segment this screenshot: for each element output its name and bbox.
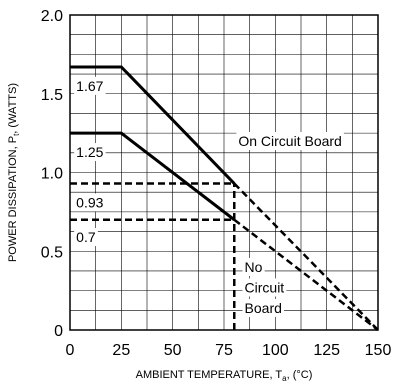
annotation-background xyxy=(74,193,106,212)
series-layer xyxy=(70,65,379,331)
y-tick-label: 2.0 xyxy=(41,8,63,25)
y-tick-label: 0 xyxy=(54,323,63,340)
annotation-label: On Circuit Board xyxy=(238,133,341,149)
annotation-background xyxy=(236,132,344,150)
grid xyxy=(70,15,378,330)
y-tick-label: 0.5 xyxy=(41,244,63,261)
annotation-background xyxy=(74,228,98,247)
y-axis-label: POWER DISSIPATION, Pt, (WATTS) xyxy=(7,83,21,262)
x-tick-label: 25 xyxy=(112,342,130,359)
x-tick-label: 150 xyxy=(365,342,392,359)
series-extension-on-circuit-board xyxy=(233,182,379,331)
y-tick-label: 1.0 xyxy=(41,166,63,183)
annotation-background xyxy=(242,278,287,297)
series-line-on-circuit-board xyxy=(70,65,236,185)
x-tick-label: 125 xyxy=(313,342,340,359)
annotation-label: 1.67 xyxy=(76,78,103,94)
y-tick-label: 1.5 xyxy=(41,87,63,104)
plot-frame xyxy=(69,14,379,331)
annotation-label: 1.25 xyxy=(76,144,103,160)
series-line-no-circuit-board xyxy=(70,131,236,221)
annotation-label: 0.93 xyxy=(76,194,103,210)
x-tick-label: 100 xyxy=(262,342,289,359)
annotation-background xyxy=(242,258,265,276)
annotation-background xyxy=(74,143,106,162)
x-tick-label: 50 xyxy=(164,342,182,359)
x-axis-label: AMBIENT TEMPERATURE, Ta, (°C) xyxy=(136,369,313,383)
x-tick-label: 75 xyxy=(215,342,233,359)
annotations: 1.67 1.25 0.93 0.7 On Circuit Board No Circuit… xyxy=(74,76,344,317)
annotation-background xyxy=(74,76,106,95)
annotation-label: Circuit xyxy=(245,279,285,295)
x-tick-label: 0 xyxy=(66,342,75,359)
annotation-background xyxy=(242,298,284,317)
tick-labels: 0 25 50 75 100 125 150 0 0.5 1.0 1.5 2.0 xyxy=(41,8,392,359)
series-extension-no-circuit-board xyxy=(233,218,379,331)
annotation-label: Board xyxy=(245,300,282,316)
annotation-label: 0.7 xyxy=(76,229,96,245)
annotation-label: No xyxy=(245,259,263,275)
